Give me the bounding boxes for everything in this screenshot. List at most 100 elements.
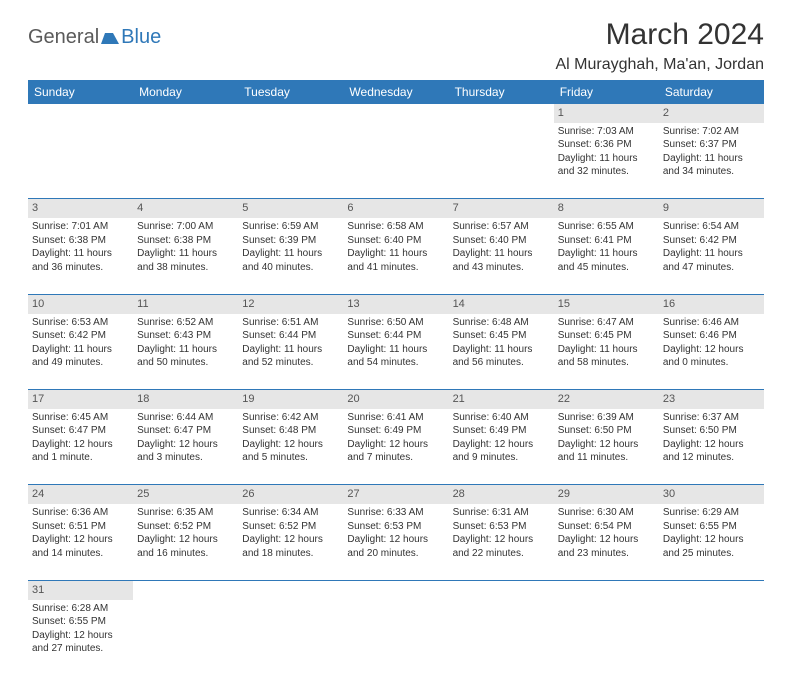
day-number-cell: 20	[343, 390, 448, 409]
day-cell-line: Daylight: 12 hours	[558, 533, 655, 547]
day-cell-line: Daylight: 12 hours	[558, 438, 655, 452]
day-number-cell: 11	[133, 294, 238, 313]
day-cell-line: Daylight: 11 hours	[558, 247, 655, 261]
day-cell: Sunrise: 6:52 AMSunset: 6:43 PMDaylight:…	[133, 314, 238, 390]
day-cell: Sunrise: 7:03 AMSunset: 6:36 PMDaylight:…	[554, 123, 659, 199]
day-cell-line: Sunset: 6:48 PM	[242, 424, 339, 438]
day-cell-line: Sunrise: 6:50 AM	[347, 316, 444, 330]
day-number-cell: 12	[238, 294, 343, 313]
day-cell-line: and 54 minutes.	[347, 356, 444, 370]
day-cell-line: and 49 minutes.	[32, 356, 129, 370]
day-cell-line: and 12 minutes.	[663, 451, 760, 465]
day-number-row: 10111213141516	[28, 294, 764, 313]
day-cell-line: Sunset: 6:55 PM	[32, 615, 129, 629]
day-cell-line: Daylight: 12 hours	[663, 343, 760, 357]
day-cell-line: Sunrise: 6:34 AM	[242, 506, 339, 520]
day-cell	[238, 600, 343, 676]
day-cell-line: Sunset: 6:51 PM	[32, 520, 129, 534]
logo-text-general: General	[28, 26, 99, 49]
day-cell-line: Daylight: 12 hours	[137, 438, 234, 452]
day-number-cell	[343, 580, 448, 599]
day-cell: Sunrise: 6:28 AMSunset: 6:55 PMDaylight:…	[28, 600, 133, 676]
day-cell: Sunrise: 7:02 AMSunset: 6:37 PMDaylight:…	[659, 123, 764, 199]
day-cell-line: and 56 minutes.	[453, 356, 550, 370]
day-cell-line: Sunset: 6:50 PM	[663, 424, 760, 438]
day-number-cell: 22	[554, 390, 659, 409]
day-cell: Sunrise: 6:54 AMSunset: 6:42 PMDaylight:…	[659, 218, 764, 294]
location-text: Al Murayghah, Ma'an, Jordan	[556, 56, 765, 74]
day-cell-line: and 5 minutes.	[242, 451, 339, 465]
day-number-cell	[238, 580, 343, 599]
day-cell: Sunrise: 7:00 AMSunset: 6:38 PMDaylight:…	[133, 218, 238, 294]
day-number-cell: 2	[659, 104, 764, 123]
day-number-row: 12	[28, 104, 764, 123]
day-cell-line: Sunrise: 6:40 AM	[453, 411, 550, 425]
day-cell: Sunrise: 6:39 AMSunset: 6:50 PMDaylight:…	[554, 409, 659, 485]
day-cell-line: and 3 minutes.	[137, 451, 234, 465]
header: General Blue March 2024 Al Murayghah, Ma…	[28, 18, 764, 74]
day-number-cell: 21	[449, 390, 554, 409]
day-cell-line: Daylight: 12 hours	[347, 438, 444, 452]
day-cell: Sunrise: 6:50 AMSunset: 6:44 PMDaylight:…	[343, 314, 448, 390]
day-number-cell	[449, 104, 554, 123]
day-number-cell: 17	[28, 390, 133, 409]
day-number-cell: 9	[659, 199, 764, 218]
day-number-cell: 24	[28, 485, 133, 504]
calendar-table: Sunday Monday Tuesday Wednesday Thursday…	[28, 80, 764, 676]
day-cell-line: Sunrise: 6:54 AM	[663, 220, 760, 234]
day-number-cell	[133, 104, 238, 123]
day-cell-line: and 14 minutes.	[32, 547, 129, 561]
day-cell: Sunrise: 6:48 AMSunset: 6:45 PMDaylight:…	[449, 314, 554, 390]
day-cell-line: Sunset: 6:52 PM	[242, 520, 339, 534]
day-cell	[343, 123, 448, 199]
day-header: Saturday	[659, 80, 764, 104]
day-number-cell: 27	[343, 485, 448, 504]
day-cell-line: Daylight: 11 hours	[347, 247, 444, 261]
day-cell-line: Daylight: 11 hours	[137, 247, 234, 261]
day-cell-line: Daylight: 11 hours	[242, 247, 339, 261]
day-cell-line: Sunrise: 6:48 AM	[453, 316, 550, 330]
day-cell-line: Sunset: 6:53 PM	[453, 520, 550, 534]
day-cell	[28, 123, 133, 199]
day-cell-line: Sunrise: 6:52 AM	[137, 316, 234, 330]
day-cell-line: Sunrise: 7:03 AM	[558, 125, 655, 139]
day-cell-line: Sunrise: 6:46 AM	[663, 316, 760, 330]
day-cell	[133, 123, 238, 199]
day-cell-line: and 45 minutes.	[558, 261, 655, 275]
day-cell-line: Sunrise: 6:53 AM	[32, 316, 129, 330]
day-cell: Sunrise: 6:47 AMSunset: 6:45 PMDaylight:…	[554, 314, 659, 390]
day-cell-line: Sunset: 6:43 PM	[137, 329, 234, 343]
day-cell	[659, 600, 764, 676]
day-number-cell: 31	[28, 580, 133, 599]
day-content-row: Sunrise: 6:53 AMSunset: 6:42 PMDaylight:…	[28, 314, 764, 390]
day-cell: Sunrise: 6:40 AMSunset: 6:49 PMDaylight:…	[449, 409, 554, 485]
day-cell-line: Sunrise: 6:36 AM	[32, 506, 129, 520]
day-cell-line: Sunrise: 6:41 AM	[347, 411, 444, 425]
day-cell-line: Sunset: 6:39 PM	[242, 234, 339, 248]
day-number-cell: 10	[28, 294, 133, 313]
day-cell: Sunrise: 6:53 AMSunset: 6:42 PMDaylight:…	[28, 314, 133, 390]
day-number-cell	[238, 104, 343, 123]
day-cell-line: Daylight: 12 hours	[137, 533, 234, 547]
day-content-row: Sunrise: 6:45 AMSunset: 6:47 PMDaylight:…	[28, 409, 764, 485]
day-cell: Sunrise: 6:29 AMSunset: 6:55 PMDaylight:…	[659, 504, 764, 580]
day-cell-line: Sunset: 6:50 PM	[558, 424, 655, 438]
day-number-row: 24252627282930	[28, 485, 764, 504]
day-cell-line: Sunrise: 6:55 AM	[558, 220, 655, 234]
day-number-cell: 5	[238, 199, 343, 218]
day-number-cell: 29	[554, 485, 659, 504]
day-cell-line: Sunset: 6:54 PM	[558, 520, 655, 534]
day-cell-line: and 43 minutes.	[453, 261, 550, 275]
day-cell-line: Sunset: 6:53 PM	[347, 520, 444, 534]
day-number-row: 3456789	[28, 199, 764, 218]
day-number-cell: 1	[554, 104, 659, 123]
day-cell-line: Sunset: 6:49 PM	[347, 424, 444, 438]
day-cell-line: Sunrise: 6:37 AM	[663, 411, 760, 425]
day-cell: Sunrise: 6:33 AMSunset: 6:53 PMDaylight:…	[343, 504, 448, 580]
day-content-row: Sunrise: 7:03 AMSunset: 6:36 PMDaylight:…	[28, 123, 764, 199]
day-cell	[554, 600, 659, 676]
day-number-cell: 7	[449, 199, 554, 218]
day-cell-line: Sunrise: 6:30 AM	[558, 506, 655, 520]
day-header: Tuesday	[238, 80, 343, 104]
title-block: March 2024 Al Murayghah, Ma'an, Jordan	[556, 18, 765, 74]
